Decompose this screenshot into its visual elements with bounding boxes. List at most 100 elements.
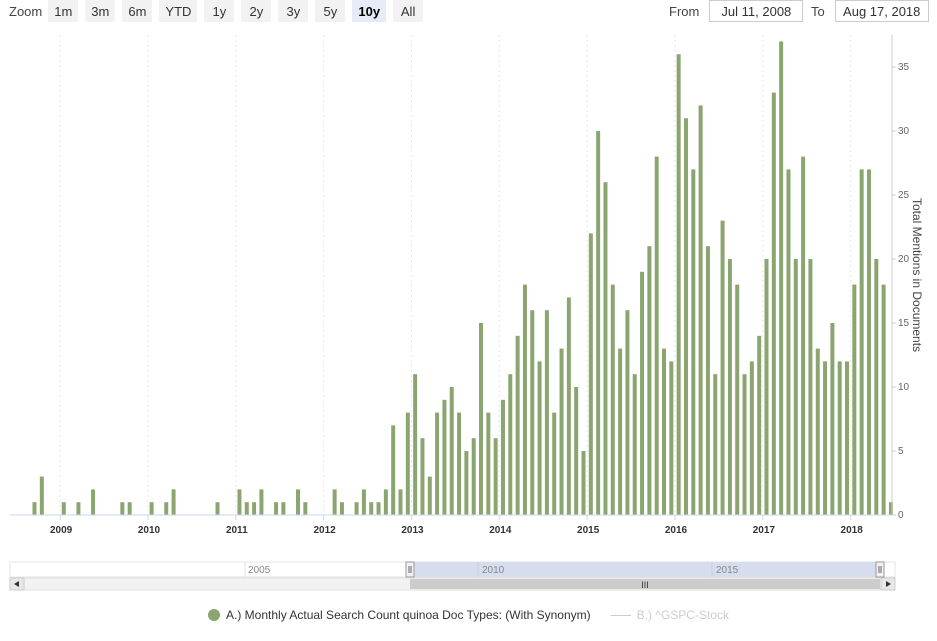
- bar[interactable]: [669, 361, 674, 515]
- bar[interactable]: [676, 54, 681, 515]
- bar[interactable]: [39, 476, 44, 515]
- bar[interactable]: [771, 92, 776, 515]
- navigator-right-handle[interactable]: [875, 561, 885, 578]
- zoom-button-all[interactable]: All: [393, 0, 424, 22]
- bar[interactable]: [486, 412, 491, 515]
- bar[interactable]: [303, 502, 308, 515]
- bar[interactable]: [508, 374, 513, 515]
- bar[interactable]: [252, 502, 257, 515]
- bar[interactable]: [852, 284, 857, 515]
- bar[interactable]: [120, 502, 125, 515]
- bar[interactable]: [61, 502, 66, 515]
- bar[interactable]: [588, 233, 593, 515]
- bar[interactable]: [149, 502, 154, 515]
- bar[interactable]: [420, 438, 425, 515]
- to-date-input[interactable]: Aug 17, 2018: [834, 0, 929, 22]
- zoom-button-ytd[interactable]: YTD: [159, 0, 198, 22]
- bar[interactable]: [405, 412, 410, 515]
- bar[interactable]: [859, 169, 864, 515]
- navigator-selection[interactable]: [410, 562, 880, 577]
- zoom-button-10y[interactable]: 10y: [352, 0, 387, 22]
- bar[interactable]: [647, 246, 652, 515]
- bar[interactable]: [215, 502, 220, 515]
- zoom-button-6m[interactable]: 6m: [122, 0, 153, 22]
- bar[interactable]: [435, 412, 440, 515]
- bar[interactable]: [610, 284, 615, 515]
- bar[interactable]: [552, 412, 557, 515]
- bar[interactable]: [354, 502, 359, 515]
- bar[interactable]: [662, 348, 667, 515]
- bar[interactable]: [296, 489, 301, 515]
- navigator-left-handle[interactable]: [405, 561, 415, 578]
- bar[interactable]: [823, 361, 828, 515]
- bar[interactable]: [764, 259, 769, 515]
- bar[interactable]: [479, 323, 484, 515]
- bar[interactable]: [727, 259, 732, 515]
- bar[interactable]: [698, 105, 703, 516]
- bar[interactable]: [596, 131, 601, 515]
- navigator[interactable]: 2005 2010 2015: [9, 561, 896, 578]
- bar[interactable]: [757, 335, 762, 515]
- bar[interactable]: [845, 361, 850, 515]
- bar[interactable]: [815, 348, 820, 515]
- bar[interactable]: [830, 323, 835, 515]
- bar[interactable]: [654, 156, 659, 515]
- bar[interactable]: [339, 502, 344, 515]
- bar[interactable]: [449, 387, 454, 515]
- bar[interactable]: [720, 220, 725, 515]
- bar[interactable]: [640, 271, 645, 515]
- bar[interactable]: [705, 246, 710, 515]
- bar[interactable]: [500, 399, 505, 515]
- bar[interactable]: [376, 502, 381, 515]
- bar[interactable]: [866, 169, 871, 515]
- bar[interactable]: [237, 489, 242, 515]
- bar[interactable]: [808, 259, 813, 515]
- bar[interactable]: [683, 118, 688, 515]
- bar[interactable]: [786, 169, 791, 515]
- bar[interactable]: [515, 335, 520, 515]
- bar[interactable]: [618, 348, 623, 515]
- bar[interactable]: [259, 489, 264, 515]
- bar[interactable]: [522, 284, 527, 515]
- bar[interactable]: [566, 297, 571, 515]
- from-date-input[interactable]: Jul 11, 2008: [709, 0, 804, 22]
- bar[interactable]: [457, 412, 462, 515]
- bar[interactable]: [442, 399, 447, 515]
- bar[interactable]: [691, 169, 696, 515]
- bar[interactable]: [471, 438, 476, 515]
- bar[interactable]: [574, 387, 579, 515]
- bar[interactable]: [413, 374, 418, 515]
- bar[interactable]: [427, 476, 432, 515]
- bar[interactable]: [793, 259, 798, 515]
- zoom-button-3m[interactable]: 3m: [85, 0, 116, 22]
- bar[interactable]: [537, 361, 542, 515]
- zoom-button-2y[interactable]: 2y: [241, 0, 272, 22]
- bar[interactable]: [801, 156, 806, 515]
- zoom-button-1m[interactable]: 1m: [48, 0, 79, 22]
- zoom-button-3y[interactable]: 3y: [278, 0, 309, 22]
- bar[interactable]: [127, 502, 132, 515]
- bar[interactable]: [837, 361, 842, 515]
- legend-item-a[interactable]: A.) Monthly Actual Search Count quinoa D…: [208, 608, 591, 622]
- bar[interactable]: [383, 489, 388, 515]
- bar[interactable]: [391, 425, 396, 515]
- zoom-button-1y[interactable]: 1y: [204, 0, 235, 22]
- bar[interactable]: [874, 259, 879, 515]
- bar[interactable]: [742, 374, 747, 515]
- zoom-button-5y[interactable]: 5y: [315, 0, 346, 22]
- bar[interactable]: [274, 502, 279, 515]
- bar[interactable]: [361, 489, 366, 515]
- bar[interactable]: [713, 374, 718, 515]
- bar[interactable]: [888, 502, 893, 515]
- bar[interactable]: [881, 284, 886, 515]
- bar[interactable]: [76, 502, 81, 515]
- bar[interactable]: [749, 361, 754, 515]
- bar[interactable]: [493, 438, 498, 515]
- bar[interactable]: [171, 489, 176, 515]
- bar[interactable]: [91, 489, 96, 515]
- legend-item-b[interactable]: B.) ^GSPC-Stock: [610, 608, 729, 622]
- bar[interactable]: [530, 310, 535, 515]
- bar[interactable]: [581, 451, 586, 515]
- bar[interactable]: [632, 374, 637, 515]
- bar[interactable]: [244, 502, 249, 515]
